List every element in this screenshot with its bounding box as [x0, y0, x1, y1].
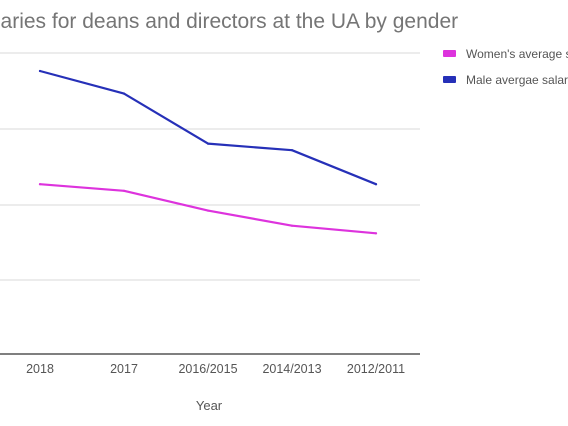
data-point — [122, 92, 126, 95]
x-tick-label: 2017 — [110, 362, 138, 376]
x-tick-label: 2014/2013 — [262, 362, 321, 376]
x-axis-title: Year — [196, 398, 223, 413]
data-point — [374, 232, 378, 235]
series-line-1 — [38, 69, 378, 186]
data-point — [374, 183, 378, 186]
legend: Women's average salary Male avergae salar… — [443, 47, 568, 87]
data-point — [290, 224, 294, 227]
gridlines — [0, 52, 420, 281]
data-point — [38, 183, 42, 186]
data-point — [38, 69, 42, 73]
legend-label: Women's average salary — [466, 47, 568, 61]
data-point — [206, 209, 210, 212]
data-point — [206, 142, 210, 145]
chart-title: Average salaries for deans and directors… — [0, 10, 458, 33]
x-tick-label: 2012/2011 — [347, 362, 405, 376]
x-tick-label: 2018 — [26, 362, 54, 376]
legend-swatch — [443, 76, 456, 83]
data-point — [122, 189, 126, 192]
legend-swatch — [443, 50, 456, 57]
series-layer — [38, 69, 378, 235]
data-point — [290, 149, 294, 152]
x-tick-labels: 2018 2017 2016/2015 2014/2013 2012/2011 — [26, 362, 405, 376]
series-line-0 — [38, 183, 378, 235]
x-tick-label: 2016/2015 — [178, 362, 237, 376]
legend-label: Male avergae salary — [466, 73, 568, 87]
